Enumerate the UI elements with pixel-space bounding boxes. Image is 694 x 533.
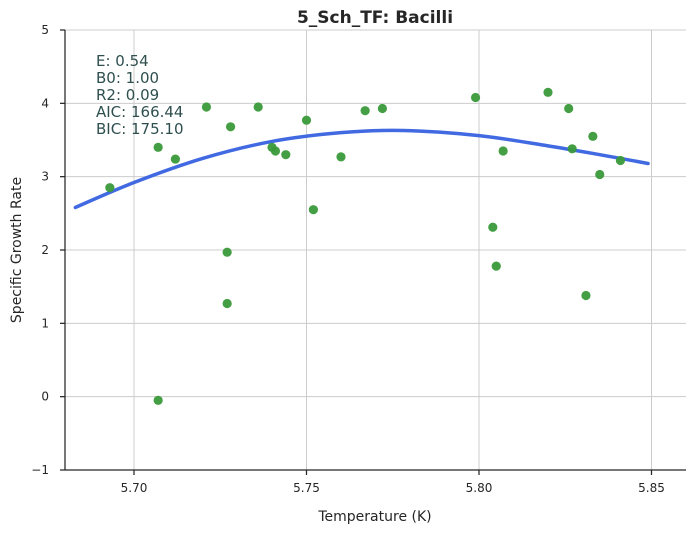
data-point [105, 183, 115, 193]
data-point [153, 142, 163, 152]
data-point [470, 92, 481, 103]
stat-aic: AIC: 166.44 [96, 103, 183, 121]
data-point [222, 247, 232, 257]
stat-b0: B0: 1.00 [96, 69, 159, 87]
stat-e: E: 0.54 [96, 52, 149, 70]
stat-bic: BIC: 175.10 [96, 120, 184, 138]
fit-curve [73, 128, 650, 210]
data-point [564, 103, 574, 114]
data-point [153, 395, 163, 405]
y-tick-label: 5 [41, 23, 49, 37]
data-point [581, 290, 591, 301]
fit-curve-layer [73, 128, 650, 210]
data-point [253, 102, 263, 112]
x-tick-label: 5.70 [121, 481, 148, 495]
axis-ticks: 5.70 5.75 5.80 5.85 −1 0 1 2 3 4 5 [31, 23, 665, 495]
data-points [105, 87, 626, 405]
stats-annotation: E: 0.54 B0: 1.00 R2: 0.09 AIC: 166.44 BI… [96, 52, 184, 138]
data-point [498, 146, 508, 156]
y-tick-label: 4 [41, 96, 49, 110]
data-point [336, 152, 346, 162]
data-point [308, 205, 318, 215]
data-point [301, 115, 312, 125]
data-point [222, 298, 232, 309]
x-tick-label: 5.75 [293, 481, 320, 495]
data-point [270, 146, 281, 156]
x-axis-label: Temperature (K) [317, 509, 431, 525]
chart-title: 5_Sch_TF: Bacilli [297, 8, 453, 28]
data-point [201, 102, 212, 112]
data-point [377, 103, 387, 114]
y-axis-label: Specific Growth Rate [9, 177, 25, 323]
y-tick-label: 3 [41, 170, 49, 184]
x-tick-label: 5.80 [466, 481, 493, 495]
data-point [588, 131, 598, 141]
y-tick-label: −1 [31, 463, 49, 477]
y-tick-label: 1 [41, 316, 49, 330]
data-point [170, 154, 180, 164]
data-point [226, 122, 236, 132]
data-point [488, 222, 498, 232]
data-point [567, 144, 577, 154]
data-point [281, 150, 291, 160]
data-point [595, 169, 605, 180]
stat-r2: R2: 0.09 [96, 86, 159, 104]
y-tick-label: 0 [41, 390, 49, 404]
data-point [543, 87, 553, 97]
y-tick-label: 2 [41, 243, 49, 257]
data-point [615, 155, 626, 166]
data-point [360, 106, 370, 116]
x-tick-label: 5.85 [638, 481, 665, 495]
data-point [491, 261, 501, 271]
